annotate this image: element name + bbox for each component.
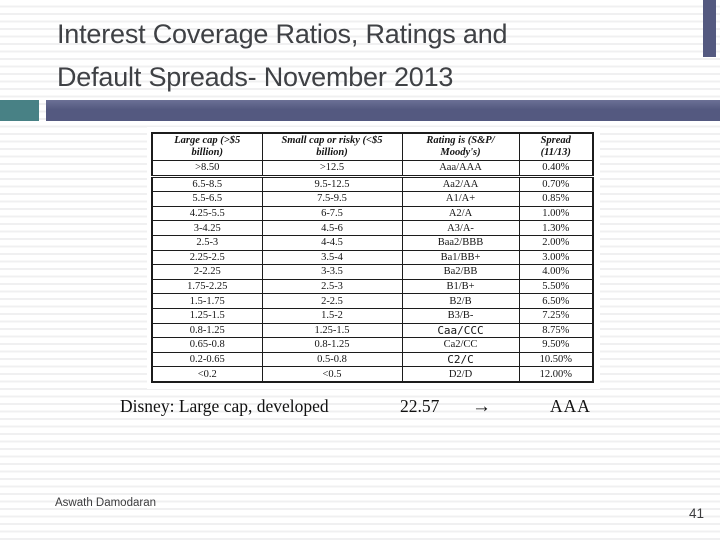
table-cell: 2.5-3 (151, 234, 263, 251)
table-row: <0.2 <0.5 D2/D 12.00% (151, 366, 594, 383)
table-cell: 1.30% (518, 220, 594, 236)
table-cell: 2-2.25 (151, 264, 263, 280)
table-cell: B3/B- (401, 307, 520, 324)
table-row: 0.8-1.25 1.25-1.5 Caa/CCC 8.75% (151, 322, 594, 339)
table-cell: 1.75-2.25 (151, 278, 263, 295)
table-cell: 9.50% (518, 337, 594, 353)
arrow-right-icon: → (472, 396, 491, 417)
table-cell: 6.50% (518, 293, 594, 309)
column-header: Rating is (S&P/ Moody's) (401, 132, 520, 161)
table-row: 1.25-1.5 1.5-2 B3/B- 7.25% (151, 307, 594, 324)
table-cell: 5.5-6.5 (151, 191, 263, 207)
table-cell: Aaa/AAA (401, 160, 520, 178)
table-cell: 0.40% (518, 160, 594, 178)
table-cell: >12.5 (261, 160, 403, 178)
disney-label: Disney: Large cap, developed (120, 396, 329, 416)
table-cell: 0.2-0.65 (151, 351, 263, 368)
table-cell: 4.00% (518, 264, 594, 280)
table-cell: 10.50% (518, 351, 594, 368)
table-cell: 2.5-3 (261, 278, 403, 295)
table-cell: 0.85% (518, 191, 594, 207)
page-number: 41 (688, 506, 704, 521)
table-cell: 6.5-8.5 (151, 175, 263, 193)
table-cell: 0.70% (518, 175, 594, 193)
table-cell: 4.25-5.5 (151, 205, 263, 222)
table-row: 0.2-0.65 0.5-0.8 C2/C 10.50% (151, 351, 594, 368)
table-cell: <0.5 (261, 366, 403, 383)
table-cell: A1/A+ (401, 191, 520, 207)
table-cell: 0.8-1.25 (261, 337, 403, 353)
table-cell: 1.5-1.75 (151, 293, 263, 309)
accent-teal-square (0, 100, 39, 121)
table-cell: Caa/CCC (401, 322, 520, 339)
table-cell: D2/D (401, 366, 520, 383)
ratings-spread-table: Large cap (>$5 billion) Small cap or risk… (147, 127, 600, 389)
slide-title-line1: Interest Coverage Ratios, Ratings and (57, 19, 508, 49)
table-cell: Ba1/BB+ (401, 249, 520, 266)
coverage-ratio-value: 22.57 (400, 396, 440, 416)
table-cell: 4.5-6 (261, 220, 403, 236)
table-row: 1.75-2.25 2.5-3 B1/B+ 5.50% (151, 278, 594, 295)
table-row: 1.5-1.75 2-2.5 B2/B 6.50% (151, 293, 594, 309)
table-cell: 12.00% (518, 366, 594, 383)
table-cell: A2/A (401, 205, 520, 222)
table-row: >8.50 >12.5 Aaa/AAA 0.40% (151, 160, 594, 178)
accent-purple-band (46, 100, 720, 121)
table-cell: 8.75% (518, 322, 594, 339)
table-row: 0.65-0.8 0.8-1.25 Ca2/CC 9.50% (151, 337, 594, 353)
table-cell: 6-7.5 (261, 205, 403, 222)
table-cell: 1.25-1.5 (151, 307, 263, 324)
table-cell: >8.50 (151, 160, 263, 178)
table-cell: 0.65-0.8 (151, 337, 263, 353)
column-header: Large cap (>$5 billion) (151, 132, 263, 161)
table-cell: 9.5-12.5 (261, 175, 403, 193)
table-row: 6.5-8.5 9.5-12.5 Aa2/AA 0.70% (151, 175, 594, 193)
disney-annotation: Disney: Large cap, developed 22.57 → AAA (0, 396, 720, 418)
table-row: 2.5-3 4-4.5 Baa2/BBB 2.00% (151, 234, 594, 251)
table-cell: 1.25-1.5 (261, 322, 403, 339)
table-cell: 5.50% (518, 278, 594, 295)
column-header: Small cap or risky (<$5 billion) (261, 132, 403, 161)
table-cell: 4-4.5 (261, 234, 403, 251)
table-cell: 2.25-2.5 (151, 249, 263, 266)
table-cell: 0.5-0.8 (261, 351, 403, 368)
table-cell: 3.5-4 (261, 249, 403, 266)
table-row: 4.25-5.5 6-7.5 A2/A 1.00% (151, 205, 594, 222)
table-row: 3-4.25 4.5-6 A3/A- 1.30% (151, 220, 594, 236)
table-cell: Ba2/BB (401, 264, 520, 280)
table-row: 2.25-2.5 3.5-4 Ba1/BB+ 3.00% (151, 249, 594, 266)
implied-rating-value: AAA (550, 396, 591, 416)
accent-topright-bar (703, 0, 716, 57)
table-cell: B1/B+ (401, 278, 520, 295)
table-cell: <0.2 (151, 366, 263, 383)
table-cell: B2/B (401, 293, 520, 309)
slide-title-line2: Default Spreads- November 2013 (57, 62, 454, 92)
slide-title: Interest Coverage Ratios, Ratings and De… (57, 13, 677, 99)
table-cell: 0.8-1.25 (151, 322, 263, 339)
table-cell: C2/C (401, 351, 520, 368)
table-row: 2-2.25 3-3.5 Ba2/BB 4.00% (151, 264, 594, 280)
table-cell: 3.00% (518, 249, 594, 266)
table-cell: Ca2/CC (401, 337, 520, 353)
table-cell: Aa2/AA (401, 175, 520, 193)
table-cell: A3/A- (401, 220, 520, 236)
table-cell: 7.5-9.5 (261, 191, 403, 207)
table-cell: 1.00% (518, 205, 594, 222)
column-header: Spread (11/13) (518, 132, 594, 161)
table-cell: 3-4.25 (151, 220, 263, 236)
table-cell: 1.5-2 (261, 307, 403, 324)
table-cell: 3-3.5 (261, 264, 403, 280)
table-cell: 2.00% (518, 234, 594, 251)
table-cell: 7.25% (518, 307, 594, 324)
ratings-table: Large cap (>$5 billion) Small cap or risk… (151, 132, 594, 383)
table-cell: 2-2.5 (261, 293, 403, 309)
table-cell: Baa2/BBB (401, 234, 520, 251)
table-header-row: Large cap (>$5 billion) Small cap or risk… (151, 132, 594, 161)
footer-author: Aswath Damodaran (55, 497, 156, 509)
table-row: 5.5-6.5 7.5-9.5 A1/A+ 0.85% (151, 191, 594, 207)
